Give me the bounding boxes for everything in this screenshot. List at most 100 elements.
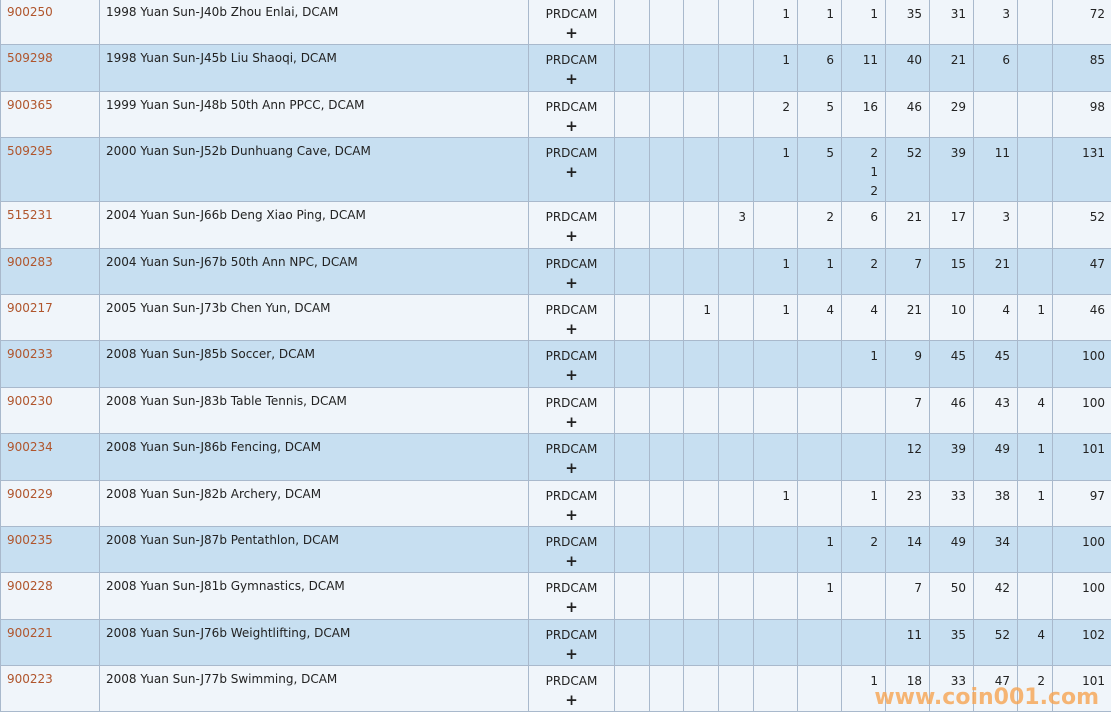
description-cell: 2000 Yuan Sun-J52b Dunhuang Cave, DCAM	[100, 138, 529, 202]
coin-id-cell: 900229	[1, 480, 100, 526]
grade-count-cell	[615, 573, 650, 619]
grade-count-cell: 46	[886, 91, 930, 137]
grade-count-cell: 1	[754, 0, 798, 45]
expand-plus-icon[interactable]: +	[529, 413, 614, 432]
description-cell: 2004 Yuan Sun-J66b Deng Xiao Ping, DCAM	[100, 202, 529, 248]
coin-id-link[interactable]: 900230	[7, 394, 53, 408]
grade-count-cell: 212	[842, 138, 886, 202]
grade-count-cell	[650, 573, 684, 619]
coin-id-link[interactable]: 509298	[7, 51, 53, 65]
grade-count-cell	[615, 341, 650, 387]
grade-count-cell: 46	[930, 387, 974, 433]
category-label: PRDCAM	[546, 535, 598, 549]
grade-count-cell	[650, 480, 684, 526]
grade-count-cell: 101	[1053, 434, 1111, 480]
grade-count-cell: 33	[930, 666, 974, 712]
expand-plus-icon[interactable]: +	[529, 320, 614, 339]
grade-count-cell: 21	[930, 45, 974, 91]
coin-id-link[interactable]: 900250	[7, 5, 53, 19]
expand-plus-icon[interactable]: +	[529, 163, 614, 182]
grade-count-cell	[754, 341, 798, 387]
expand-plus-icon[interactable]: +	[529, 691, 614, 710]
grade-count-cell: 1	[754, 248, 798, 294]
grade-count-cell	[684, 526, 719, 572]
coin-id-link[interactable]: 900234	[7, 440, 53, 454]
grade-count-cell: 17	[930, 202, 974, 248]
grade-count-cell: 18	[886, 666, 930, 712]
expand-plus-icon[interactable]: +	[529, 645, 614, 664]
grade-count-cell	[684, 619, 719, 665]
grade-count-cell	[684, 666, 719, 712]
grade-count-cell	[650, 387, 684, 433]
grade-count-cell: 39	[930, 138, 974, 202]
expand-plus-icon[interactable]: +	[529, 274, 614, 293]
grade-count-cell: 15	[930, 248, 974, 294]
expand-plus-icon[interactable]: +	[529, 552, 614, 571]
expand-plus-icon[interactable]: +	[529, 598, 614, 617]
grade-count-cell: 3	[974, 202, 1018, 248]
coin-id-cell: 900221	[1, 619, 100, 665]
grade-count-cell	[1018, 248, 1053, 294]
grade-count-cell: 7	[886, 387, 930, 433]
coin-id-cell: 509298	[1, 45, 100, 91]
expand-plus-icon[interactable]: +	[529, 24, 614, 43]
expand-plus-icon[interactable]: +	[529, 366, 614, 385]
coin-id-cell: 900223	[1, 666, 100, 712]
coin-id-link[interactable]: 900223	[7, 672, 53, 686]
grade-count-cell	[615, 294, 650, 340]
coin-id-link[interactable]: 515231	[7, 208, 53, 222]
grade-count-cell	[615, 202, 650, 248]
grade-count-cell	[684, 341, 719, 387]
coin-id-link[interactable]: 900235	[7, 533, 53, 547]
grade-count-cell: 100	[1053, 573, 1111, 619]
category-label: PRDCAM	[546, 674, 598, 688]
category-cell: PRDCAM+	[529, 573, 615, 619]
coin-id-link[interactable]: 900283	[7, 255, 53, 269]
grade-count-cell: 21	[886, 202, 930, 248]
coin-id-link[interactable]: 900217	[7, 301, 53, 315]
expand-plus-icon[interactable]: +	[529, 117, 614, 136]
grade-count-cell: 1	[684, 294, 719, 340]
grade-count-cell: 4	[974, 294, 1018, 340]
grade-count-cell	[719, 619, 754, 665]
coin-id-link[interactable]: 900233	[7, 347, 53, 361]
grade-count-cell: 3	[719, 202, 754, 248]
description-cell: 2008 Yuan Sun-J86b Fencing, DCAM	[100, 434, 529, 480]
grade-count-cell: 1	[754, 480, 798, 526]
grade-count-cell	[754, 619, 798, 665]
description-cell: 1998 Yuan Sun-J40b Zhou Enlai, DCAM	[100, 0, 529, 45]
coin-id-link[interactable]: 900365	[7, 98, 53, 112]
coin-id-link[interactable]: 900229	[7, 487, 53, 501]
category-cell: PRDCAM+	[529, 0, 615, 45]
grade-count-cell: 98	[1053, 91, 1111, 137]
expand-plus-icon[interactable]: +	[529, 227, 614, 246]
coin-id-link[interactable]: 900228	[7, 579, 53, 593]
coin-id-link[interactable]: 900221	[7, 626, 53, 640]
grade-count-cell	[974, 91, 1018, 137]
table-row: 900250 1998 Yuan Sun-J40b Zhou Enlai, DCA…	[1, 0, 1111, 45]
grade-count-cell: 9	[886, 341, 930, 387]
category-cell: PRDCAM+	[529, 294, 615, 340]
expand-plus-icon[interactable]: +	[529, 70, 614, 89]
grade-count-cell	[684, 573, 719, 619]
expand-plus-icon[interactable]: +	[529, 506, 614, 525]
grade-count-cell: 4	[842, 294, 886, 340]
expand-plus-icon[interactable]: +	[529, 459, 614, 478]
coin-id-link[interactable]: 509295	[7, 144, 53, 158]
coin-id-cell: 900365	[1, 91, 100, 137]
grade-count-cell: 5	[798, 91, 842, 137]
grade-count-cell: 97	[1053, 480, 1111, 526]
grade-count-cell	[719, 573, 754, 619]
grade-count-cell	[650, 91, 684, 137]
grade-count-cell	[1018, 45, 1053, 91]
grade-count-cell: 4	[1018, 387, 1053, 433]
grade-count-cell	[684, 434, 719, 480]
grade-count-cell: 21	[886, 294, 930, 340]
category-label: PRDCAM	[546, 146, 598, 160]
grade-count-cell	[719, 341, 754, 387]
